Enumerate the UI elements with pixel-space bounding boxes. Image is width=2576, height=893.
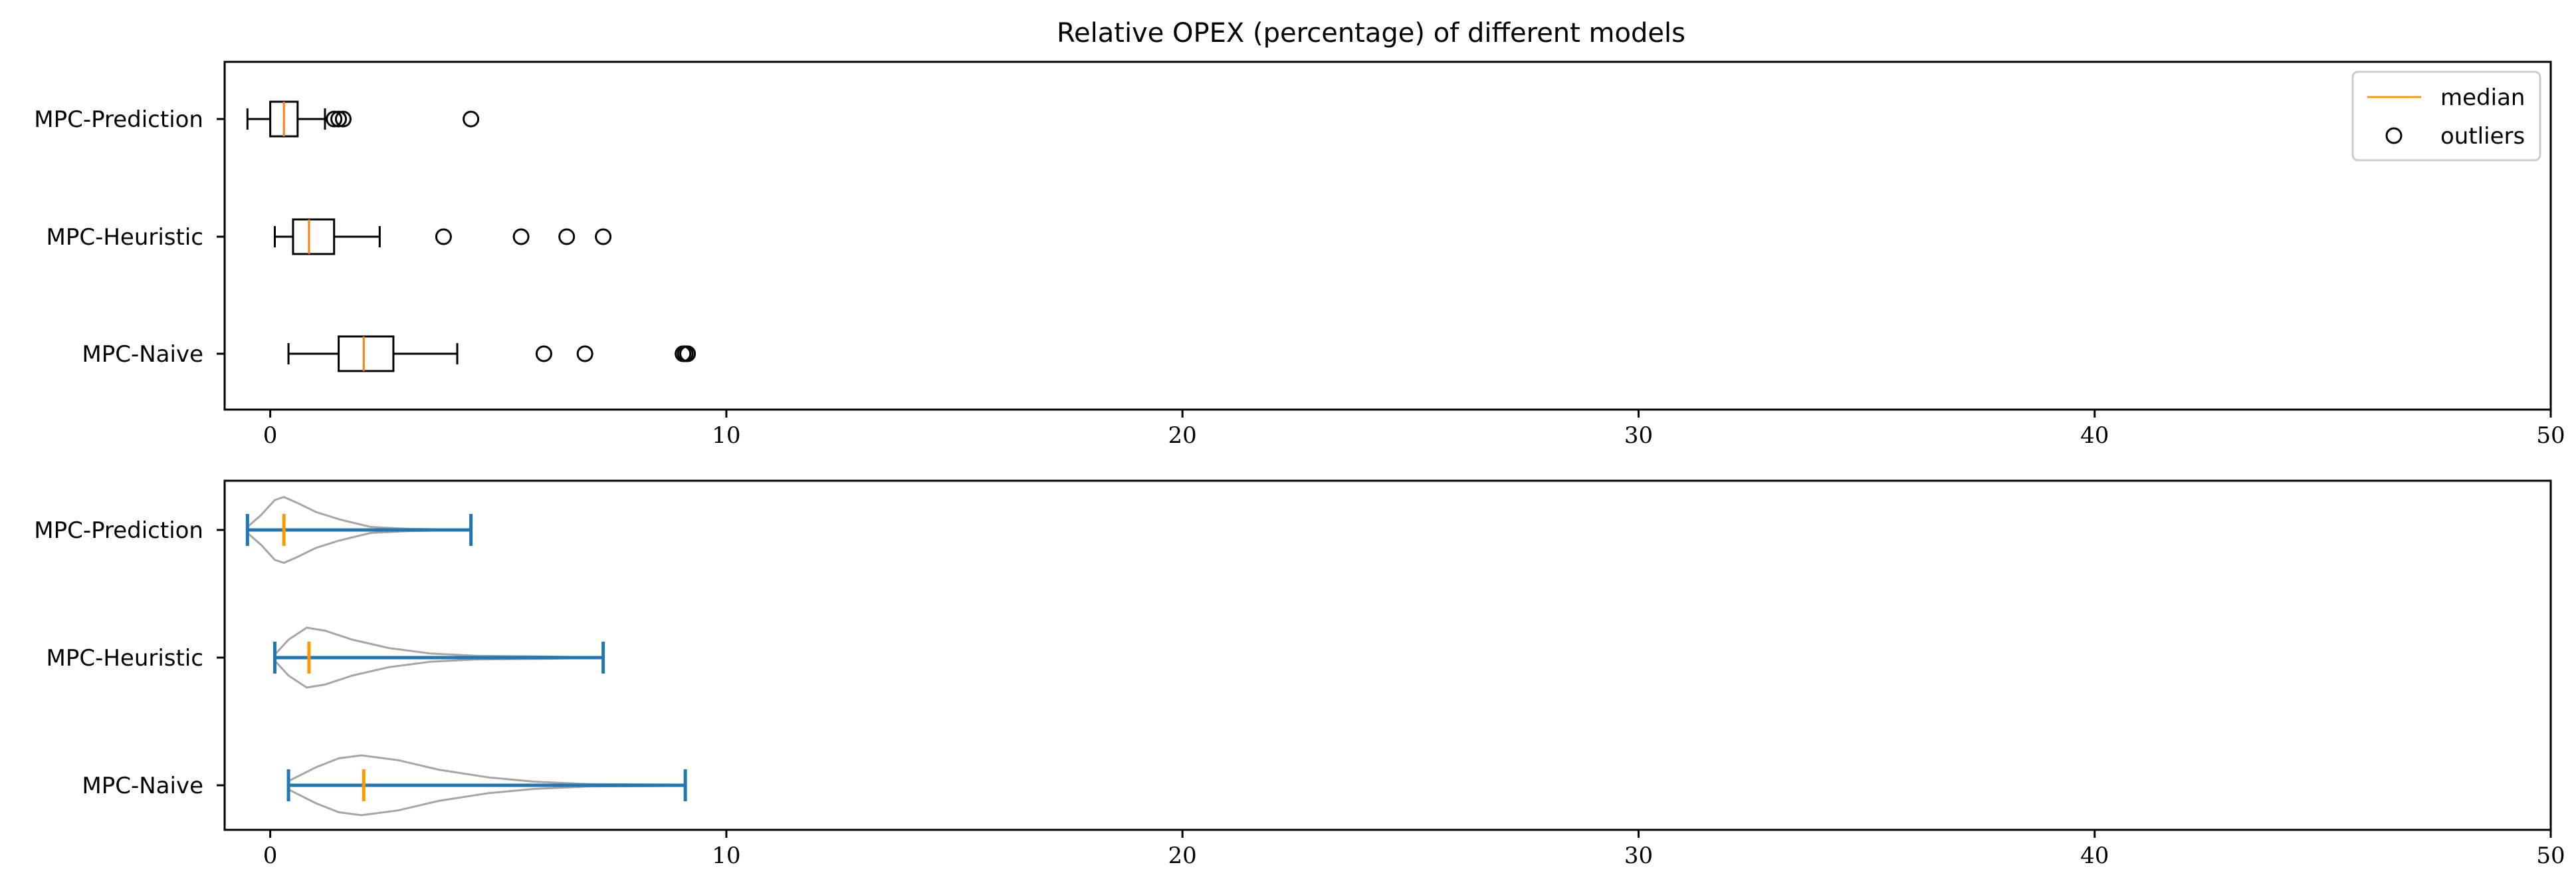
outlier-mpc-naive [679, 345, 697, 362]
chart-title: Relative OPEX (percentage) of different … [1057, 18, 1685, 49]
outlier-mpc-heuristic [595, 228, 612, 245]
y-tick-label-mpc-heuristic: MPC-Heuristic [47, 645, 204, 672]
y-tick-label-mpc-prediction: MPC-Prediction [34, 106, 203, 133]
outlier-mpc-heuristic [558, 228, 576, 245]
outlier-mpc-prediction [326, 110, 343, 128]
x-tick-label: 20 [1168, 422, 1197, 449]
violin-plot-area [223, 479, 2552, 831]
y-tick-label-mpc-naive: MPC-Naive [82, 341, 203, 368]
x-tick-label: 30 [1624, 422, 1653, 449]
x-tick-label: 50 [2536, 422, 2565, 449]
x-tick-label: 40 [2080, 842, 2109, 869]
x-tick-label: 0 [263, 422, 278, 449]
violin-panel: 0 10 20 30 40 50 MPC-PredictionMPC-HeuristicM… [34, 479, 2565, 869]
legend-box [2351, 70, 2541, 162]
outlier-mpc-heuristic [435, 228, 452, 245]
outlier-mpc-heuristic [512, 228, 530, 245]
legend-median-label: median [2440, 84, 2525, 111]
violin-marks [245, 495, 687, 817]
boxplot-x-axis: 0 10 20 30 40 50 [263, 410, 2565, 449]
legend-outliers-label: outliers [2440, 123, 2525, 150]
y-tick-label-mpc-prediction: MPC-Prediction [34, 517, 203, 544]
outlier-mpc-prediction [463, 110, 480, 128]
x-tick-label: 20 [1168, 842, 1197, 869]
legend-outliers-swatch [2385, 127, 2403, 144]
box-mpc-heuristic [292, 218, 336, 255]
violin-x-axis: 0 10 20 30 40 50 [263, 830, 2565, 869]
boxplot-panel: 0 10 20 30 40 50 MPC-PredictionMPC-HeuristicM… [34, 61, 2565, 449]
box-mpc-naive [338, 335, 395, 372]
boxplot-marks [246, 100, 697, 372]
x-tick-label: 50 [2536, 842, 2565, 869]
x-tick-label: 30 [1624, 842, 1653, 869]
x-tick-label: 0 [263, 842, 278, 869]
x-tick-label: 10 [712, 422, 740, 449]
legend: median outliers [2351, 70, 2541, 162]
x-tick-label: 10 [712, 842, 740, 869]
outlier-mpc-naive [576, 345, 593, 362]
violin-y-axis: MPC-Prediction MPC-Heuristic MPC-Naive [34, 517, 225, 799]
outlier-mpc-prediction [334, 110, 352, 128]
outlier-mpc-prediction [330, 110, 348, 128]
y-tick-label-mpc-heuristic: MPC-Heuristic [47, 224, 204, 251]
x-tick-label: 40 [2080, 422, 2109, 449]
y-tick-label-mpc-naive: MPC-Naive [82, 773, 203, 799]
outlier-mpc-naive [535, 345, 552, 362]
boxplot-y-axis: MPC-Prediction MPC-Heuristic MPC-Naive [34, 106, 225, 368]
